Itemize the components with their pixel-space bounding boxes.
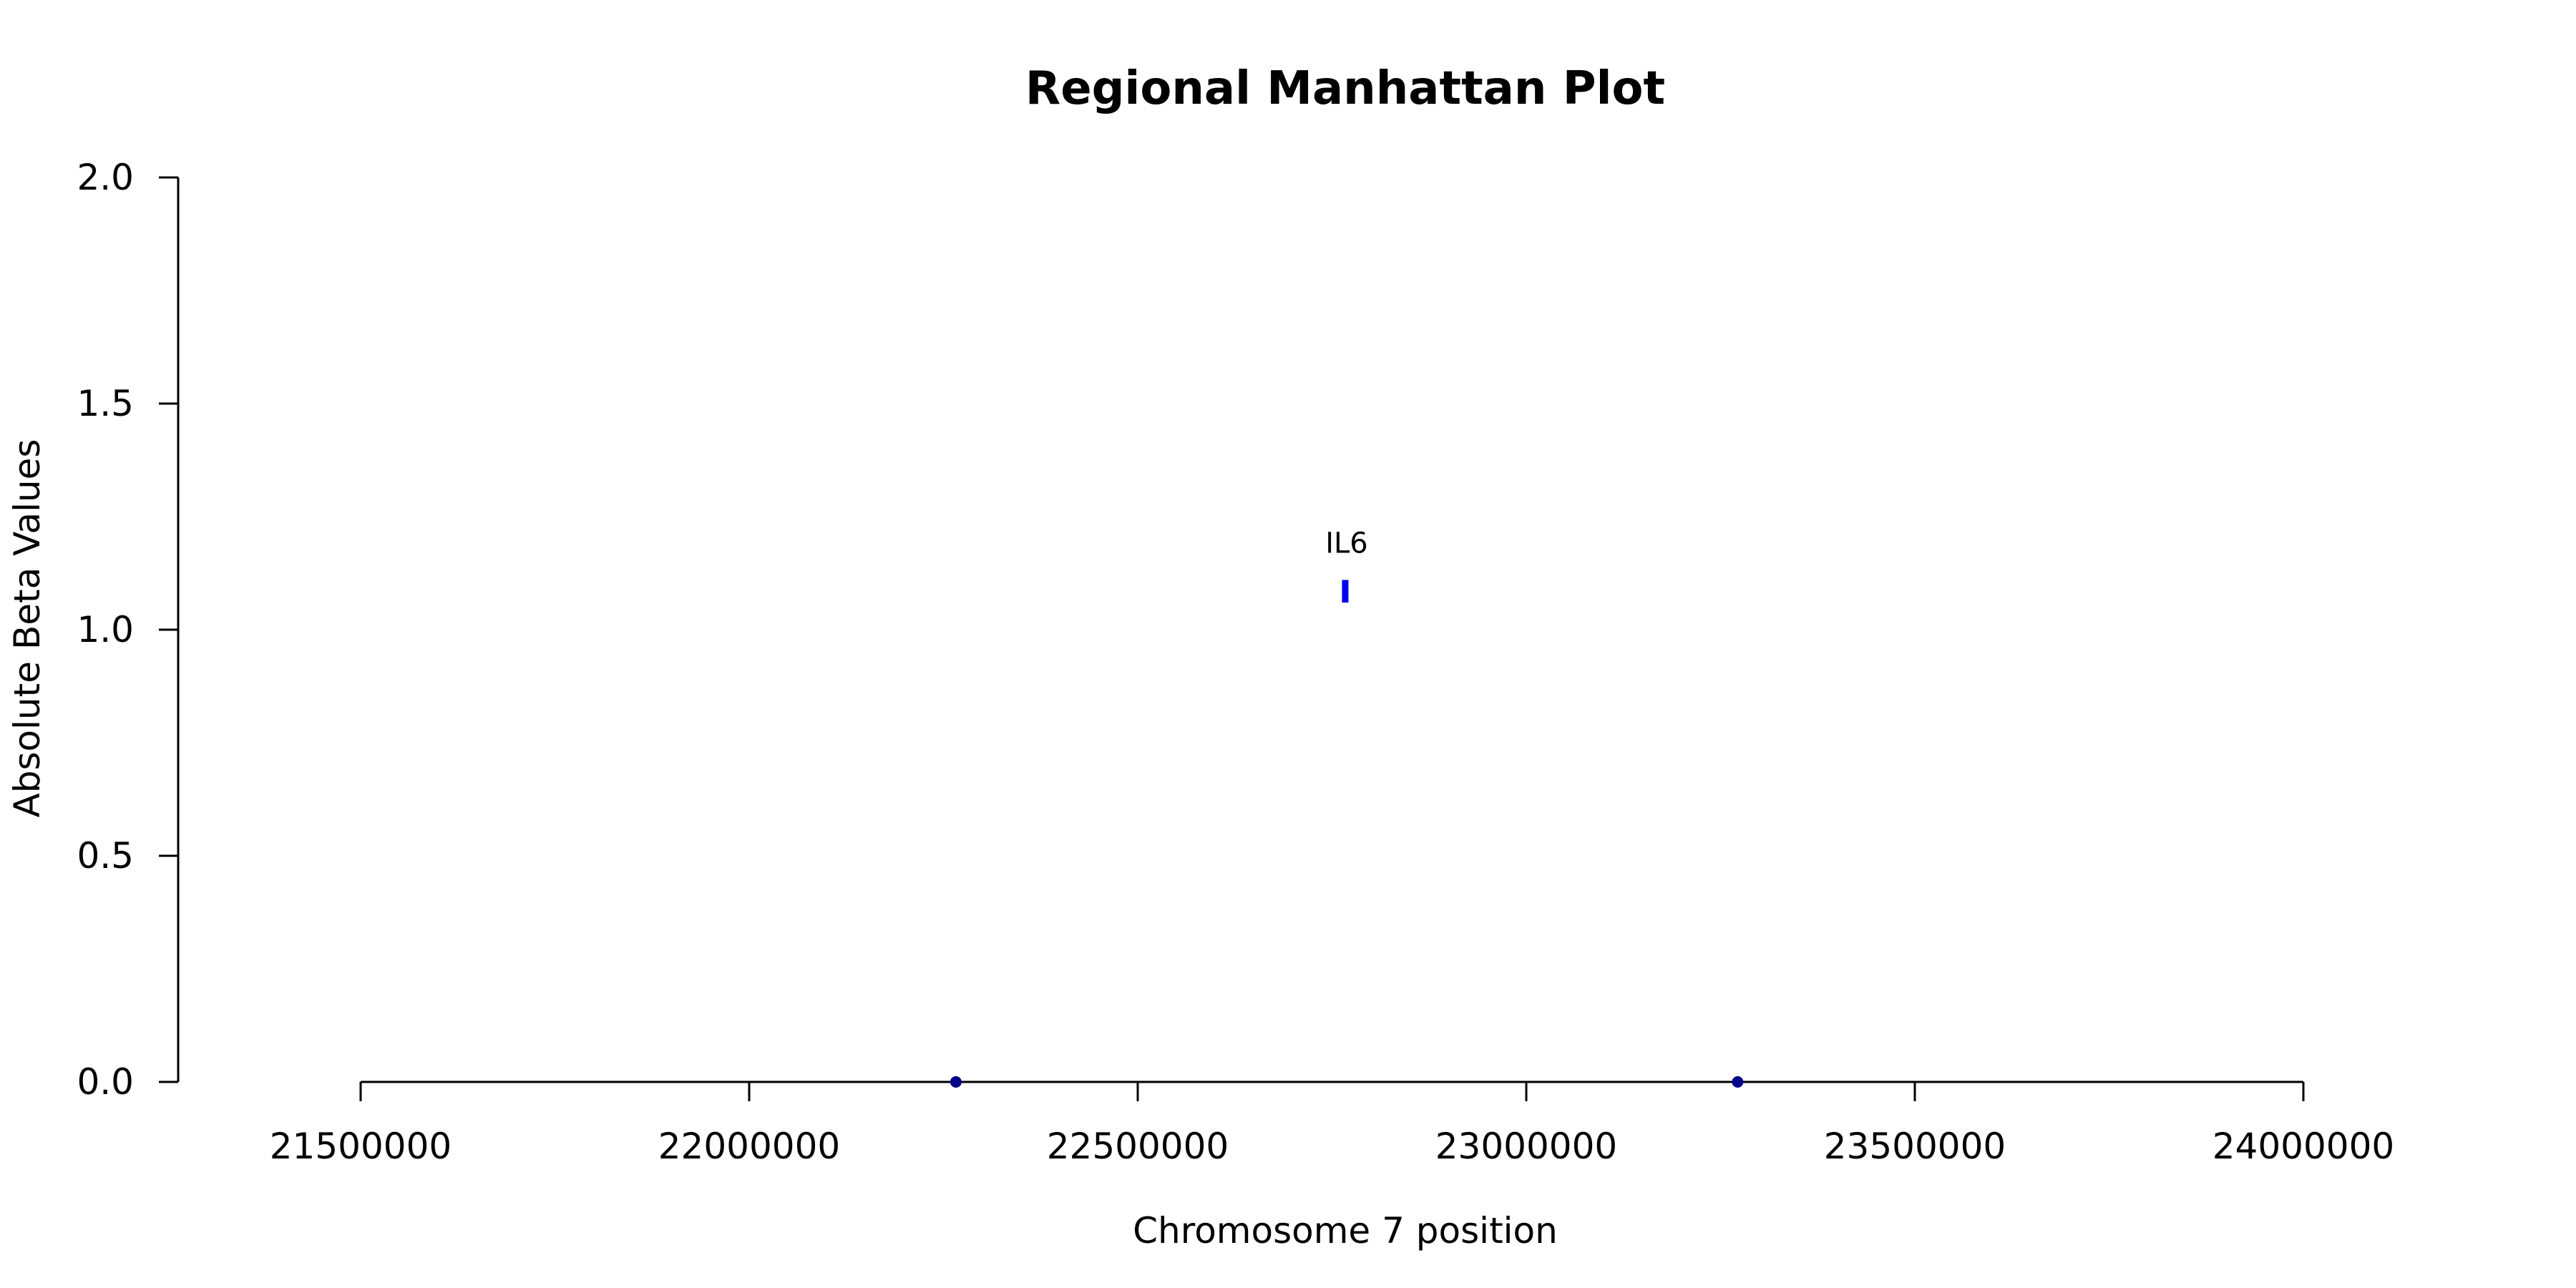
data-point — [1732, 1076, 1744, 1088]
x-tick-label: 24000000 — [2212, 1126, 2395, 1167]
y-axis-label: Absolute Beta Values — [6, 439, 48, 818]
x-tick-label: 23500000 — [1824, 1126, 2006, 1167]
gene-label: IL6 — [1325, 527, 1368, 560]
y-tick-label: 0.5 — [77, 835, 134, 877]
y-tick-label: 1.0 — [77, 609, 134, 650]
y-axis-ticks: 0.0 0.5 1.0 1.5 2.0 — [77, 157, 178, 1103]
y-tick-label: 1.5 — [77, 383, 134, 424]
highlighted-genes: IL6 — [1325, 527, 1368, 603]
x-axis-label: Chromosome 7 position — [1133, 1210, 1558, 1252]
x-axis-ticks: 21500000 22000000 22500000 23000000 23500000… — [270, 1082, 2395, 1167]
data-points — [950, 1076, 1744, 1088]
x-tick-label: 22500000 — [1047, 1126, 1229, 1167]
chart-title: Regional Manhattan Plot — [1025, 62, 1665, 115]
y-tick-label: 2.0 — [77, 157, 134, 198]
y-tick-label: 0.0 — [77, 1061, 134, 1103]
data-point — [950, 1076, 962, 1088]
x-tick-label: 21500000 — [270, 1126, 452, 1167]
x-tick-label: 22000000 — [658, 1126, 841, 1167]
x-tick-label: 23000000 — [1435, 1126, 1618, 1167]
highlight-mark — [1342, 580, 1349, 603]
